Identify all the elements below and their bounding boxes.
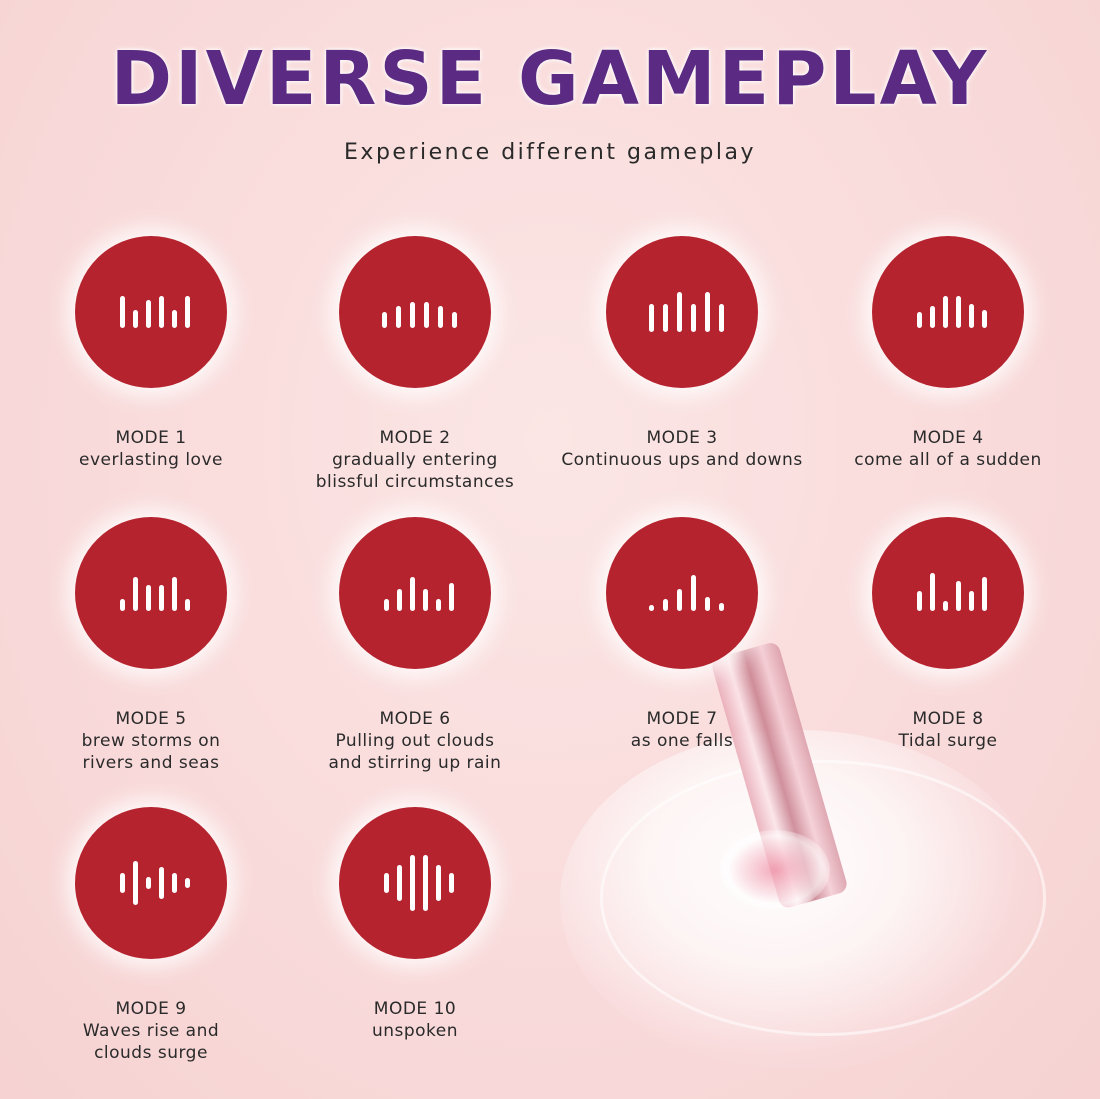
- mode-5-circle: [75, 517, 227, 669]
- equalizer-icon: [384, 577, 454, 611]
- mode-8-description: Tidal surge: [898, 731, 998, 751]
- page-title: DIVERSE GAMEPLAY: [110, 36, 990, 122]
- mode-3-label: MODE 3: [646, 428, 718, 448]
- mode-4-label: MODE 4: [912, 428, 984, 448]
- mode-10-label: MODE 10: [373, 999, 457, 1019]
- mode-8-circle: [872, 517, 1024, 669]
- mode-card-7: MODE 7 as one falls: [552, 517, 812, 752]
- mode-2-label: MODE 2: [379, 428, 451, 448]
- mode-2-circle: [339, 236, 491, 388]
- equalizer-icon: [649, 292, 724, 332]
- mode-7-circle: [606, 517, 758, 669]
- mode-card-1: MODE 1 everlasting love: [21, 236, 281, 471]
- equalizer-icon: [917, 296, 987, 328]
- mode-8-label: MODE 8: [912, 709, 984, 729]
- mode-10-circle: [339, 807, 491, 959]
- mode-card-8: MODE 8 Tidal surge: [818, 517, 1078, 752]
- mode-1-description: everlasting love: [79, 450, 223, 470]
- splash-image: [720, 830, 830, 910]
- equalizer-icon: [649, 575, 724, 611]
- mode-3-circle: [606, 236, 758, 388]
- mode-card-4: MODE 4 come all of a sudden: [818, 236, 1078, 471]
- water-ring: [600, 760, 1046, 1036]
- mode-card-5: MODE 5 brew storms on rivers and seas: [21, 517, 281, 774]
- mode-5-description: brew storms on rivers and seas: [81, 731, 221, 773]
- mode-card-2: MODE 2 gradually entering blissful circu…: [285, 236, 545, 493]
- mode-card-6: MODE 6 Pulling out clouds and stirring u…: [285, 517, 545, 774]
- equalizer-icon: [917, 573, 987, 611]
- mode-4-description: come all of a sudden: [854, 450, 1042, 470]
- mode-7-description: as one falls: [630, 731, 734, 751]
- mode-1-label: MODE 1: [115, 428, 187, 448]
- equalizer-icon: [382, 302, 457, 328]
- sound-wave-icon: [384, 855, 454, 911]
- mode-6-label: MODE 6: [379, 709, 451, 729]
- mode-6-circle: [339, 517, 491, 669]
- mode-3-description: Continuous ups and downs: [561, 450, 803, 470]
- sound-wave-icon: [120, 861, 190, 905]
- mode-7-label: MODE 7: [646, 709, 718, 729]
- equalizer-icon: [120, 577, 190, 611]
- mode-10-description: unspoken: [371, 1021, 459, 1041]
- mode-5-label: MODE 5: [115, 709, 187, 729]
- mode-9-circle: [75, 807, 227, 959]
- mode-9-description: Waves rise and clouds surge: [82, 1021, 220, 1063]
- mode-4-circle: [872, 236, 1024, 388]
- mode-card-10: MODE 10 unspoken: [285, 807, 545, 1042]
- mode-6-description: Pulling out clouds and stirring up rain: [328, 731, 502, 773]
- mode-9-label: MODE 9: [115, 999, 187, 1019]
- mode-card-9: MODE 9 Waves rise and clouds surge: [21, 807, 281, 1064]
- mode-2-description: gradually entering blissful circumstance…: [315, 450, 515, 492]
- page-subtitle: Experience different gameplay: [344, 140, 756, 165]
- equalizer-icon: [120, 296, 190, 328]
- mode-card-3: MODE 3 Continuous ups and downs: [552, 236, 812, 471]
- mode-1-circle: [75, 236, 227, 388]
